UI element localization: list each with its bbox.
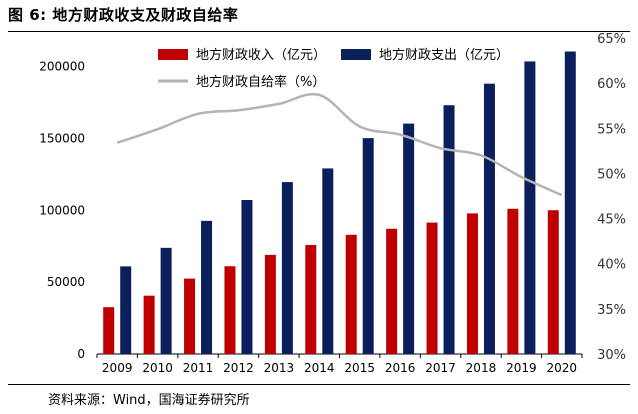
axes xyxy=(96,353,583,358)
bar-revenue xyxy=(547,210,559,354)
y-right-tick-label: 45% xyxy=(597,213,626,228)
bar-expenditure xyxy=(564,51,576,354)
bar-revenue xyxy=(345,234,357,354)
legend-label-self-sufficiency: 地方财政自给率（%） xyxy=(196,74,325,90)
bar-revenue xyxy=(184,278,196,354)
x-tick-label: 2015 xyxy=(344,361,375,375)
bar-revenue xyxy=(264,254,276,354)
bar-revenue xyxy=(507,208,519,354)
x-tick-label: 2019 xyxy=(506,361,537,375)
y-right-tick-label: 60% xyxy=(597,77,626,92)
x-tick-label: 2013 xyxy=(264,361,295,375)
x-tick-label: 2009 xyxy=(102,361,133,375)
y-left-tick-label: 150000 xyxy=(39,132,85,146)
bar-revenue xyxy=(386,228,398,354)
legend-swatch-revenue xyxy=(158,49,188,60)
bars xyxy=(103,51,576,355)
y-right-tick-label: 55% xyxy=(597,122,626,137)
x-tick-label: 2016 xyxy=(385,361,416,375)
x-tick-label: 2012 xyxy=(223,361,254,375)
bar-expenditure xyxy=(524,61,536,355)
y-left-tick-label: 100000 xyxy=(39,203,85,217)
x-tick-label: 2020 xyxy=(547,361,578,375)
legend-label-expenditure: 地方财政支出（亿元） xyxy=(379,47,509,63)
x-tick-label: 2017 xyxy=(425,361,456,375)
title-divider xyxy=(8,31,630,32)
y-left-tick-label: 200000 xyxy=(39,60,85,74)
legend-label-revenue: 地方财政收入（亿元） xyxy=(196,47,326,63)
bar-revenue xyxy=(466,213,478,354)
bar-expenditure xyxy=(443,105,455,354)
x-tick-label: 2018 xyxy=(466,361,497,375)
bar-expenditure xyxy=(403,123,415,354)
bar-revenue xyxy=(103,307,115,354)
legend: 地方财政收入（亿元） 地方财政支出（亿元） 地方财政自给率（%） xyxy=(158,47,509,90)
y-right-tick-label: 50% xyxy=(597,167,626,182)
source-note: 资料来源：Wind，国海证券研究所 xyxy=(48,393,250,408)
bar-expenditure xyxy=(322,168,334,354)
bar-revenue xyxy=(305,244,317,354)
x-tick-label: 2011 xyxy=(183,361,214,375)
x-tick-label: 2014 xyxy=(304,361,335,375)
bar-expenditure xyxy=(483,83,495,354)
y-right-tick-label: 30% xyxy=(597,348,626,363)
bar-expenditure xyxy=(120,266,132,354)
bar-revenue xyxy=(426,222,438,354)
bar-expenditure xyxy=(281,182,293,354)
y-right-tick-label: 65% xyxy=(597,32,626,47)
legend-swatch-expenditure xyxy=(341,49,371,60)
figure-title: 图 6: 地方财政收支及财政自给率 xyxy=(8,6,239,24)
bar-expenditure xyxy=(241,200,253,354)
y-right-tick-label: 40% xyxy=(597,258,626,273)
self-sufficiency-line xyxy=(116,92,563,197)
bar-expenditure xyxy=(201,220,213,354)
y-left-tick-label: 50000 xyxy=(47,275,85,289)
line-series xyxy=(116,92,563,197)
bar-expenditure xyxy=(362,138,374,354)
tick-labels: 0 50000 100000 150000 200000 30% 35% 40% 45% 50% 5… xyxy=(39,32,626,375)
y-left-tick-label: 0 xyxy=(77,347,85,361)
source-divider xyxy=(8,384,630,385)
x-tick-label: 2010 xyxy=(142,361,173,375)
bar-revenue xyxy=(143,295,155,354)
bar-expenditure xyxy=(160,247,172,354)
y-right-tick-label: 35% xyxy=(597,303,626,318)
bar-revenue xyxy=(224,266,236,354)
